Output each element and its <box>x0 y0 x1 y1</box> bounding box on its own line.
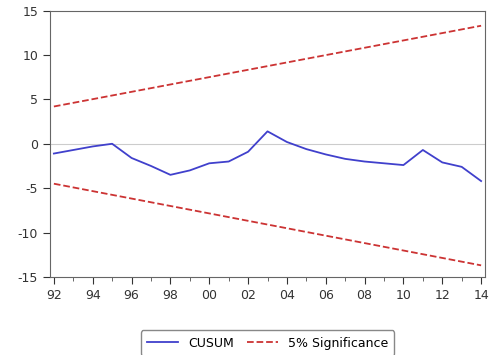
Legend: CUSUM, 5% Significance: CUSUM, 5% Significance <box>141 331 394 355</box>
